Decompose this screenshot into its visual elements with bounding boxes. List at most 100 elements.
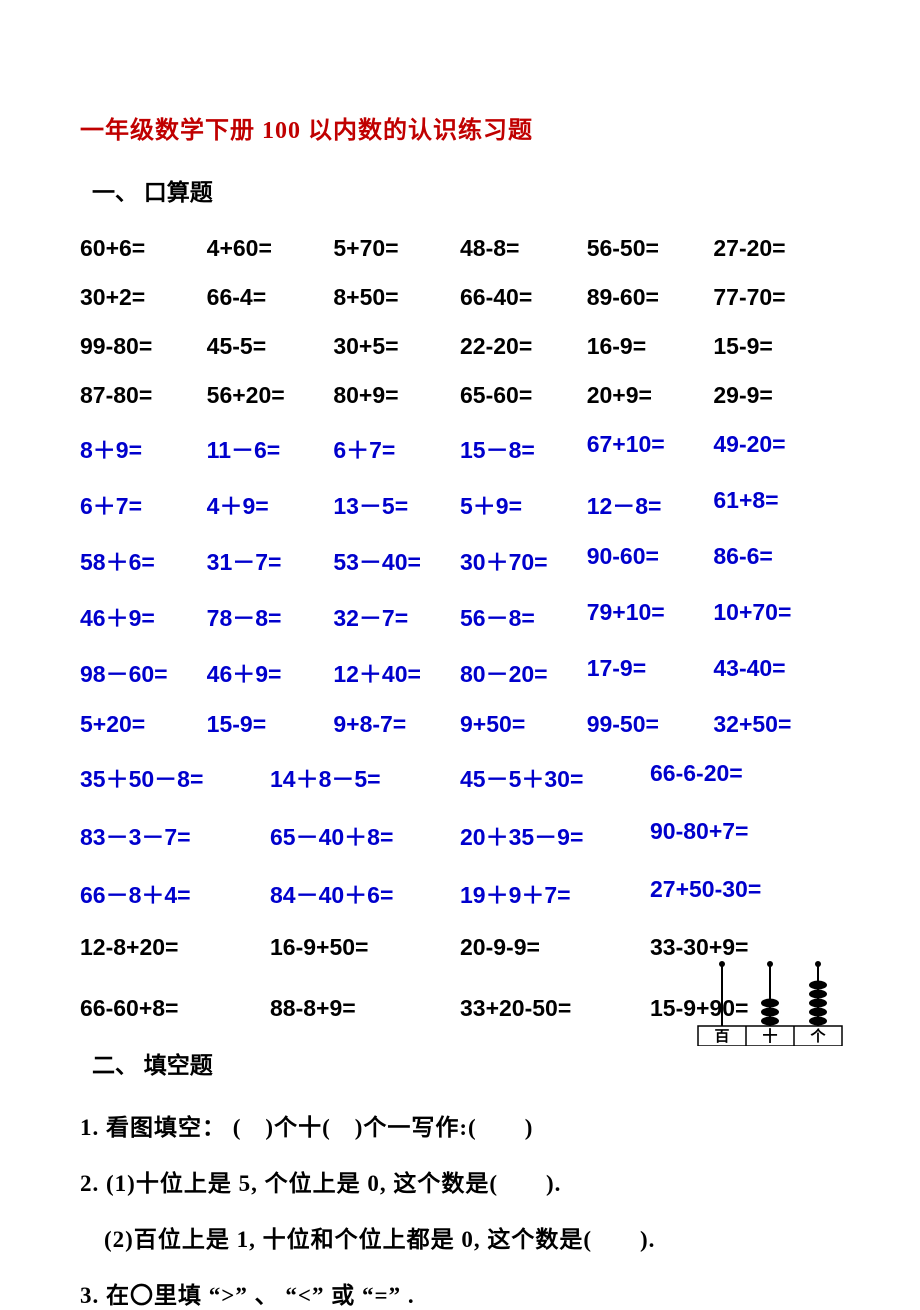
svg-text:十: 十 [762,1027,777,1045]
calc-cell: 12-8+20= [80,934,270,961]
calc-cell: 83－3－7= [80,818,270,852]
calc-cell: 15-9= [207,711,334,738]
six-col-rows: 60+6=4+60=5+70=48-8=56-50=27-20=30+2=66-… [80,235,840,738]
calc-cell: 30+2= [80,284,207,311]
calc-cell: 15－8= [460,431,587,465]
calc-cell: 65-60= [460,382,587,409]
calc-cell: 48-8= [460,235,587,262]
calc-row: 87-80=56+20=80+9=65-60=20+9=29-9= [80,382,840,409]
calc-cell: 5+70= [333,235,460,262]
calc-cell: 13－5= [333,487,460,521]
calc-cell: 30＋70= [460,543,587,577]
calc-cell: 17-9= [587,655,714,689]
abacus-figure: 百十个 [692,960,848,1046]
calc-cell: 20＋35－9= [460,818,650,852]
section-2-head: 二、 填空题 [92,1046,840,1080]
calc-cell: 58＋6= [80,543,207,577]
calc-cell: 11－6= [207,431,334,465]
calc-cell: 20-9-9= [460,934,650,961]
calc-cell: 30+5= [333,333,460,360]
calc-cell: 20+9= [587,382,714,409]
calc-cell: 12－8= [587,487,714,521]
calc-cell: 27+50-30= [650,876,840,910]
calc-cell: 66－8＋4= [80,876,270,910]
calc-row: 8＋9=11－6=6＋7=15－8=67+10=49-20= [80,431,840,465]
calc-cell: 43-40= [713,655,840,689]
calc-cell: 10+70= [713,599,840,633]
calc-cell: 32+50= [713,711,840,738]
calc-cell: 49-20= [713,431,840,465]
calc-cell: 56-50= [587,235,714,262]
calc-cell: 45-5= [207,333,334,360]
calc-row: 83－3－7=65－40＋8=20＋35－9=90-80+7= [80,818,840,852]
calc-cell: 65－40＋8= [270,818,460,852]
calc-cell: 77-70= [713,284,840,311]
calc-cell: 33-30+9= [650,934,840,961]
calc-cell: 35＋50－8= [80,760,270,794]
question-1: 1. 看图填空： ( )个十( )个一写作:( ) [80,1108,840,1142]
calc-cell: 80+9= [333,382,460,409]
calc-cell: 87-80= [80,382,207,409]
calc-cell: 60+6= [80,235,207,262]
calc-cell: 56－8= [460,599,587,633]
section-1-head: 一、 口算题 [92,173,840,207]
calc-cell: 66-4= [207,284,334,311]
calc-cell: 6＋7= [333,431,460,465]
calc-cell: 90-80+7= [650,818,840,852]
calc-cell: 99-50= [587,711,714,738]
calc-cell: 27-20= [713,235,840,262]
calc-cell: 78－8= [207,599,334,633]
calc-cell: 88-8+9= [270,995,460,1022]
calc-row: 58＋6=31－7=53－40=30＋70=90-60=86-6= [80,543,840,577]
calc-cell: 12＋40= [333,655,460,689]
calc-cell: 22-20= [460,333,587,360]
calc-cell: 99-80= [80,333,207,360]
calc-cell: 4+60= [207,235,334,262]
calc-row: 30+2=66-4=8+50=66-40=89-60=77-70= [80,284,840,311]
calc-cell: 8+50= [333,284,460,311]
calc-cell: 61+8= [713,487,840,521]
calc-cell: 67+10= [587,431,714,465]
calc-row: 66－8＋4=84－40＋6=19＋9＋7=27+50-30= [80,876,840,910]
calc-cell: 15-9= [713,333,840,360]
calc-row: 46＋9=78－8=32－7=56－8=79+10=10+70= [80,599,840,633]
question-2a: 2. (1)十位上是 5, 个位上是 0, 这个数是( ). [80,1164,840,1198]
calc-cell: 29-9= [713,382,840,409]
calc-row: 5+20=15-9=9+8-7=9+50=99-50=32+50= [80,711,840,738]
calc-cell: 31－7= [207,543,334,577]
calc-cell: 16-9+50= [270,934,460,961]
page-title: 一年级数学下册 100 以内数的认识练习题 [80,110,840,145]
calc-cell: 90-60= [587,543,714,577]
calc-cell: 5＋9= [460,487,587,521]
calc-cell: 4＋9= [207,487,334,521]
question-3: 3. 在〇里填 “>” 、 “<” 或 “=” . [80,1276,840,1310]
calc-cell: 5+20= [80,711,207,738]
calc-cell: 89-60= [587,284,714,311]
calc-cell: 79+10= [587,599,714,633]
calc-cell: 46＋9= [207,655,334,689]
calc-cell: 6＋7= [80,487,207,521]
calc-row: 98－60=46＋9=12＋40=80－20=17-9=43-40= [80,655,840,689]
calc-row: 12-8+20=16-9+50=20-9-9=33-30+9= [80,934,840,961]
calc-cell: 8＋9= [80,431,207,465]
calc-cell: 32－7= [333,599,460,633]
calc-cell: 66-40= [460,284,587,311]
calc-row: 6＋7=4＋9=13－5=5＋9=12－8=61+8= [80,487,840,521]
svg-text:百: 百 [714,1028,729,1045]
calc-cell: 46＋9= [80,599,207,633]
calc-row: 35＋50－8=14＋8－5=45－5＋30=66-6-20= [80,760,840,794]
calc-cell: 19＋9＋7= [460,876,650,910]
calc-cell: 66-6-20= [650,760,840,794]
calc-cell: 16-9= [587,333,714,360]
calc-cell: 80－20= [460,655,587,689]
calc-cell: 45－5＋30= [460,760,650,794]
calc-cell: 53－40= [333,543,460,577]
calc-cell: 98－60= [80,655,207,689]
calc-cell: 14＋8－5= [270,760,460,794]
calc-row: 60+6=4+60=5+70=48-8=56-50=27-20= [80,235,840,262]
calc-cell: 9+8-7= [333,711,460,738]
calc-cell: 86-6= [713,543,840,577]
calc-cell: 84－40＋6= [270,876,460,910]
svg-text:个: 个 [809,1027,826,1045]
calc-cell: 56+20= [207,382,334,409]
